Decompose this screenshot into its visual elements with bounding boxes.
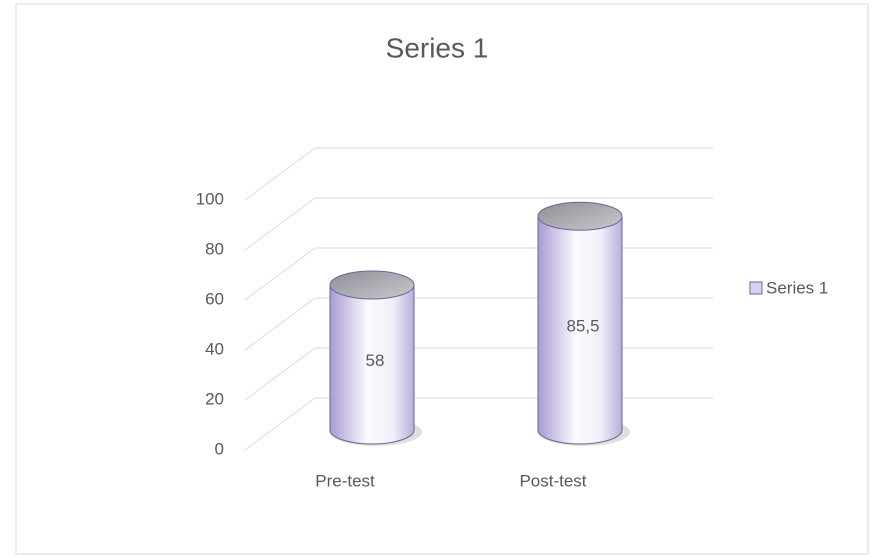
y-tick-label: 80 bbox=[205, 239, 224, 258]
data-label: 85,5 bbox=[566, 317, 599, 336]
cylinder bbox=[537, 201, 630, 446]
chart-title: Series 1 bbox=[386, 32, 489, 63]
cylinder-top bbox=[329, 270, 415, 300]
chart-frame bbox=[15, 3, 869, 555]
cylinder-top bbox=[537, 201, 623, 231]
x-tick-label: Pre-test bbox=[315, 471, 375, 490]
grid-line bbox=[244, 147, 713, 201]
cylinder-body bbox=[329, 284, 415, 445]
y-tick-label: 0 bbox=[215, 439, 224, 458]
y-tick-label: 40 bbox=[205, 339, 224, 358]
y-tick-label: 60 bbox=[205, 289, 224, 308]
legend-label: Series 1 bbox=[766, 278, 828, 297]
grid-line bbox=[244, 197, 713, 251]
legend-swatch bbox=[749, 281, 763, 295]
x-tick-label: Post-test bbox=[519, 471, 586, 490]
y-tick-label: 20 bbox=[205, 389, 224, 408]
cylinder bbox=[329, 270, 422, 446]
data-label: 58 bbox=[366, 351, 385, 370]
cylinder-body bbox=[537, 215, 623, 445]
y-tick-label: 100 bbox=[196, 189, 224, 208]
